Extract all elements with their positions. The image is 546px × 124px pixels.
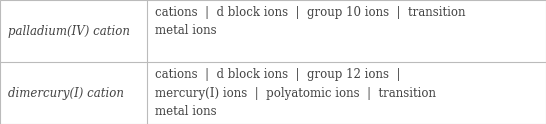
Text: cations  |  d block ions  |  group 12 ions  |
mercury(I) ions  |  polyatomic ion: cations | d block ions | group 12 ions |… [156,68,436,118]
Text: dimercury(I) cation: dimercury(I) cation [8,87,124,99]
Text: palladium(IV) cation: palladium(IV) cation [8,25,130,37]
Text: cations  |  d block ions  |  group 10 ions  |  transition
metal ions: cations | d block ions | group 10 ions |… [156,6,466,37]
